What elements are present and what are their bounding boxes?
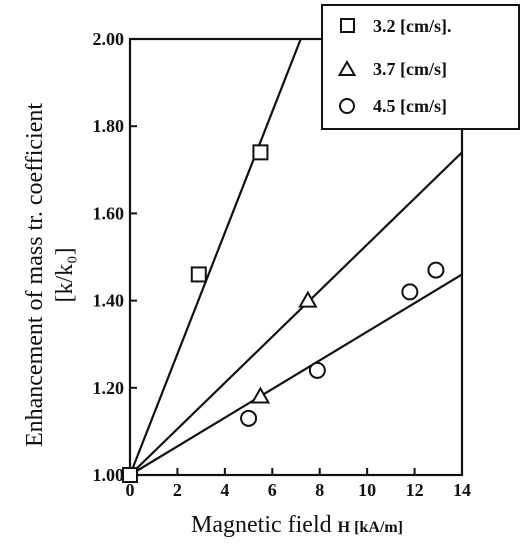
x-tick-label: 12: [406, 480, 424, 500]
y-tick-label: 1.00: [93, 465, 125, 485]
x-tick-label: 0: [126, 480, 135, 500]
legend-marker-triangle: [337, 59, 357, 76]
fit-line-series-1: [128, 38, 302, 476]
x-axis-title-unit: [kA/m]: [350, 519, 403, 536]
x-axis-title-symbol: H: [338, 519, 351, 536]
y-tick-label: 1.40: [93, 291, 125, 311]
data-points: [122, 144, 445, 483]
triangle-point: [250, 386, 271, 404]
circle-point: [427, 261, 445, 279]
circle-point: [308, 361, 326, 379]
circle-point: [401, 283, 419, 301]
square-point: [122, 467, 138, 483]
x-tick-label: 4: [220, 480, 229, 500]
x-axis-title-main: Magnetic field: [191, 512, 338, 538]
legend-label-series-2: 3.7 [cm/s]: [373, 59, 447, 79]
y-tick-label: 1.20: [93, 378, 125, 398]
y-axis-title-line1: Enhancement of mass tr. coefficient: [22, 103, 48, 447]
triangle-point: [298, 290, 318, 308]
fit-lines: [128, 38, 463, 476]
x-tick-label: 2: [173, 480, 182, 500]
legend: 3.2 [cm/s]. 3.7 [cm/s] 4.5 [cm/s]: [321, 4, 520, 130]
y-tick-label: 1.60: [93, 203, 125, 223]
x-tick-label: 6: [268, 480, 277, 500]
y-tick-label: 2.00: [93, 29, 125, 49]
legend-label-series-3: 4.5 [cm/s]: [373, 96, 447, 116]
legend-label-series-1: 3.2 [cm/s].: [373, 16, 451, 36]
square-point: [252, 144, 269, 161]
circle-point: [240, 409, 258, 427]
x-tick-label: 8: [315, 480, 324, 500]
fit-line-series-2: [129, 151, 463, 476]
x-axis-title: Magnetic field H [kA/m]: [191, 512, 403, 538]
fit-line-series-3: [129, 273, 463, 476]
plot-frame: [128, 37, 464, 477]
x-tick-label: 10: [358, 480, 376, 500]
axis-ticks: 0 2 4 6 8 10 12 14 1.00 1.20 1.40 1.60 1.80 2.00: [93, 29, 472, 500]
legend-marker-square: [340, 18, 355, 33]
x-tick-label: 14: [453, 480, 471, 500]
legend-marker-circle: [339, 98, 355, 114]
y-tick-label: 1.80: [93, 116, 125, 136]
y-axis-title-line2: [k/k₀]: [52, 247, 78, 302]
square-point: [190, 266, 207, 283]
